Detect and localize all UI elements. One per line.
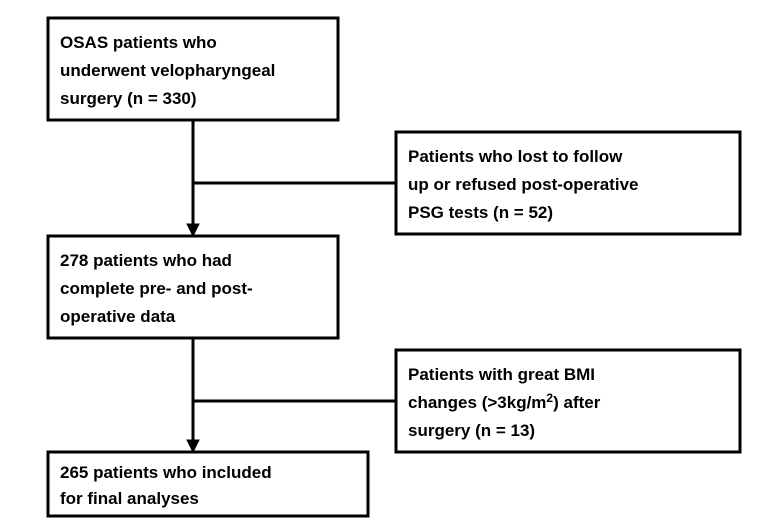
node-excluded-bmi-change: Patients with great BMI changes (>3kg/m2…: [396, 350, 740, 452]
arrowhead-icon: [187, 224, 199, 236]
node-line: up or refused post-operative: [408, 175, 638, 194]
node-final-cohort: 265 patients who included for final anal…: [48, 452, 368, 516]
edge-cohort-to-complete: [187, 120, 396, 236]
node-initial-cohort: OSAS patients who underwent velopharynge…: [48, 18, 338, 120]
node-line: PSG tests (n = 52): [408, 203, 553, 222]
node-line: 278 patients who had: [60, 251, 232, 270]
node-line: for final analyses: [60, 489, 199, 508]
patient-flow-diagram: OSAS patients who underwent velopharynge…: [0, 0, 784, 526]
node-line: complete pre- and post-: [60, 279, 253, 298]
node-line: surgery (n = 330): [60, 89, 197, 108]
node-line: surgery (n = 13): [408, 421, 535, 440]
node-line: changes (>3kg/m2) after: [408, 391, 601, 412]
node-line: underwent velopharyngeal: [60, 61, 275, 80]
node-line: OSAS patients who: [60, 33, 217, 52]
node-line: operative data: [60, 307, 176, 326]
arrowhead-icon: [187, 440, 199, 452]
node-excluded-lost-followup: Patients who lost to follow up or refuse…: [396, 132, 740, 234]
node-line: Patients with great BMI: [408, 365, 595, 384]
edge-complete-to-final: [187, 338, 396, 452]
node-line: 265 patients who included: [60, 463, 272, 482]
node-complete-data: 278 patients who had complete pre- and p…: [48, 236, 338, 338]
node-line: Patients who lost to follow: [408, 147, 623, 166]
